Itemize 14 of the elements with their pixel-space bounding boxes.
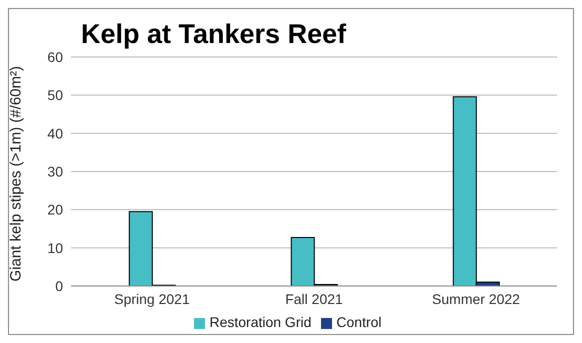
- y-tick-label: 20: [47, 202, 64, 218]
- y-tick-label: 40: [47, 125, 64, 142]
- y-tick-label: 0: [55, 278, 64, 294]
- x-tick-label: Summer 2022: [432, 290, 520, 307]
- chart-title: Kelp at Tankers Reef: [81, 19, 346, 50]
- y-tick-label: 30: [47, 163, 64, 180]
- y-axis-title: Giant kelp stipes (>1m) (#/60m²): [7, 66, 24, 282]
- y-tick-label: 10: [47, 240, 64, 256]
- legend-label: Restoration Grid: [209, 314, 312, 330]
- legend-label: Control: [336, 314, 382, 330]
- x-tick-label: Fall 2021: [285, 290, 344, 307]
- x-tick-label: Spring 2021: [114, 290, 190, 307]
- y-tick-label: 60: [47, 48, 64, 65]
- y-tick-label: 50: [47, 87, 64, 104]
